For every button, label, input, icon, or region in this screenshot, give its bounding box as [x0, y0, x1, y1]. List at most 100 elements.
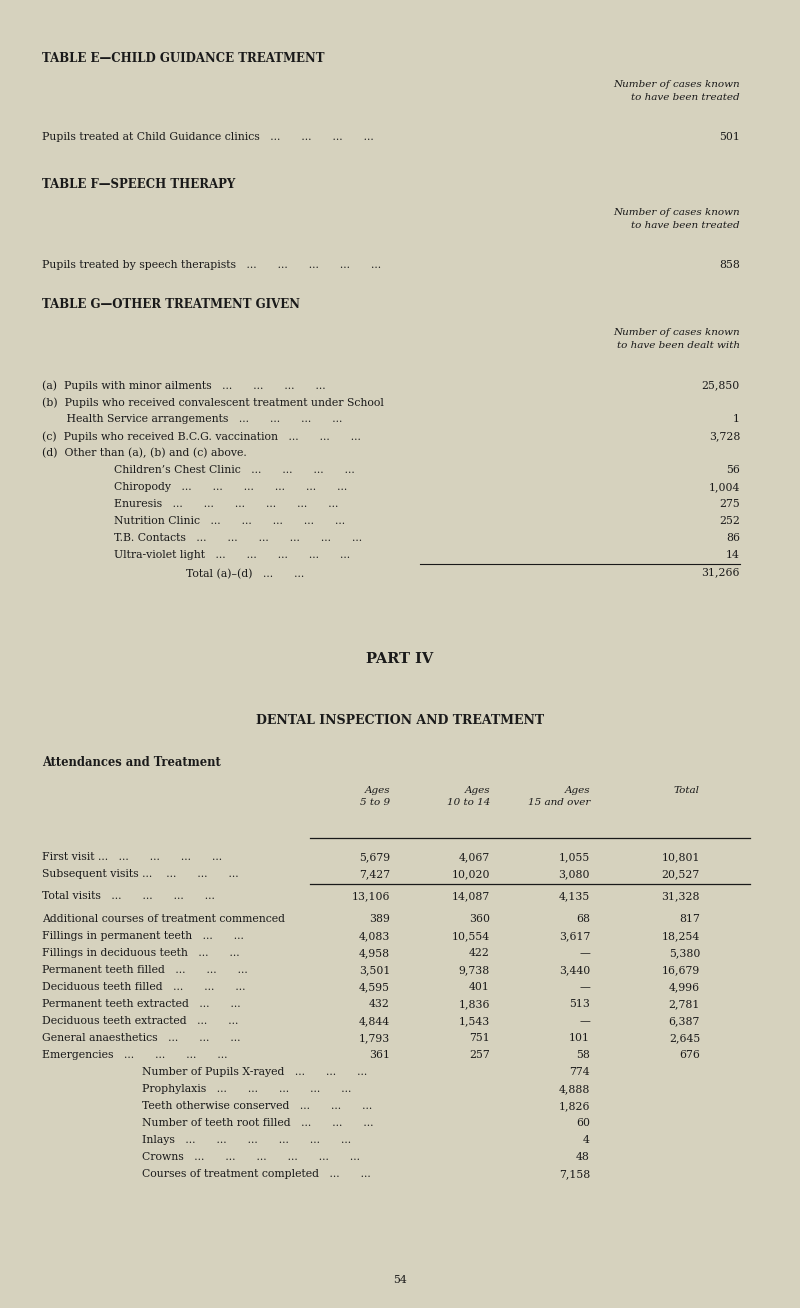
Text: 86: 86: [726, 532, 740, 543]
Text: Prophylaxis   ...      ...      ...      ...      ...: Prophylaxis ... ... ... ... ...: [142, 1084, 351, 1093]
Text: Health Service arrangements   ...      ...      ...      ...: Health Service arrangements ... ... ... …: [42, 415, 342, 424]
Text: 774: 774: [570, 1067, 590, 1076]
Text: 389: 389: [369, 914, 390, 923]
Text: —: —: [579, 982, 590, 991]
Text: T.B. Contacts   ...      ...      ...      ...      ...      ...: T.B. Contacts ... ... ... ... ... ...: [114, 532, 362, 543]
Text: 1,055: 1,055: [558, 852, 590, 862]
Text: 48: 48: [576, 1152, 590, 1162]
Text: —: —: [579, 948, 590, 957]
Text: Number of teeth root filled   ...      ...      ...: Number of teeth root filled ... ... ...: [142, 1118, 374, 1127]
Text: 4,083: 4,083: [358, 931, 390, 940]
Text: Deciduous teeth extracted   ...      ...: Deciduous teeth extracted ... ...: [42, 1016, 238, 1025]
Text: Number of cases known
to have been treated: Number of cases known to have been treat…: [614, 80, 740, 102]
Text: (c)  Pupils who received B.C.G. vaccination   ...      ...      ...: (c) Pupils who received B.C.G. vaccinati…: [42, 432, 361, 442]
Text: First visit ...   ...      ...      ...      ...: First visit ... ... ... ... ...: [42, 852, 222, 862]
Text: 60: 60: [576, 1118, 590, 1127]
Text: 676: 676: [679, 1050, 700, 1059]
Text: General anaesthetics   ...      ...      ...: General anaesthetics ... ... ...: [42, 1033, 241, 1042]
Text: 3,501: 3,501: [358, 965, 390, 974]
Text: 101: 101: [569, 1033, 590, 1042]
Text: 1,826: 1,826: [558, 1101, 590, 1110]
Text: 68: 68: [576, 914, 590, 923]
Text: 7,158: 7,158: [558, 1169, 590, 1179]
Text: 54: 54: [393, 1275, 407, 1284]
Text: Total (a)–(d)   ...      ...: Total (a)–(d) ... ...: [186, 569, 304, 579]
Text: 3,728: 3,728: [709, 432, 740, 441]
Text: 1,793: 1,793: [358, 1033, 390, 1042]
Text: Children’s Chest Clinic   ...      ...      ...      ...: Children’s Chest Clinic ... ... ... ...: [114, 466, 354, 475]
Text: Number of cases known
to have been dealt with: Number of cases known to have been dealt…: [614, 328, 740, 349]
Text: Pupils treated by speech therapists   ...      ...      ...      ...      ...: Pupils treated by speech therapists ... …: [42, 260, 381, 269]
Text: 13,106: 13,106: [351, 891, 390, 901]
Text: Fillings in permanent teeth   ...      ...: Fillings in permanent teeth ... ...: [42, 931, 244, 940]
Text: 10,020: 10,020: [451, 869, 490, 879]
Text: Total visits   ...      ...      ...      ...: Total visits ... ... ... ...: [42, 891, 215, 901]
Text: (b)  Pupils who received convalescent treatment under School: (b) Pupils who received convalescent tre…: [42, 398, 384, 408]
Text: 4,958: 4,958: [359, 948, 390, 957]
Text: 513: 513: [569, 999, 590, 1008]
Text: 18,254: 18,254: [662, 931, 700, 940]
Text: Inlays   ...      ...      ...      ...      ...      ...: Inlays ... ... ... ... ... ...: [142, 1135, 351, 1144]
Text: Pupils treated at Child Guidance clinics   ...      ...      ...      ...: Pupils treated at Child Guidance clinics…: [42, 132, 374, 143]
Text: 252: 252: [719, 515, 740, 526]
Text: 4,067: 4,067: [458, 852, 490, 862]
Text: Ages
15 and over: Ages 15 and over: [528, 786, 590, 807]
Text: 9,738: 9,738: [458, 965, 490, 974]
Text: 360: 360: [469, 914, 490, 923]
Text: 257: 257: [470, 1050, 490, 1059]
Text: Nutrition Clinic   ...      ...      ...      ...      ...: Nutrition Clinic ... ... ... ... ...: [114, 515, 345, 526]
Text: 56: 56: [726, 466, 740, 475]
Text: 422: 422: [469, 948, 490, 957]
Text: 58: 58: [576, 1050, 590, 1059]
Text: 5,380: 5,380: [669, 948, 700, 957]
Text: 14: 14: [726, 549, 740, 560]
Text: TABLE E—CHILD GUIDANCE TREATMENT: TABLE E—CHILD GUIDANCE TREATMENT: [42, 52, 325, 65]
Text: 6,387: 6,387: [669, 1016, 700, 1025]
Text: Permanent teeth filled   ...      ...      ...: Permanent teeth filled ... ... ...: [42, 965, 248, 974]
Text: 432: 432: [369, 999, 390, 1008]
Text: 817: 817: [679, 914, 700, 923]
Text: 3,617: 3,617: [558, 931, 590, 940]
Text: Ages
5 to 9: Ages 5 to 9: [360, 786, 390, 807]
Text: Total: Total: [674, 786, 700, 795]
Text: (d)  Other than (a), (b) and (c) above.: (d) Other than (a), (b) and (c) above.: [42, 449, 246, 458]
Text: 2,781: 2,781: [669, 999, 700, 1008]
Text: Ultra-violet light   ...      ...      ...      ...      ...: Ultra-violet light ... ... ... ... ...: [114, 549, 350, 560]
Text: —: —: [579, 1016, 590, 1025]
Text: 361: 361: [369, 1050, 390, 1059]
Text: Number of Pupils X-rayed   ...      ...      ...: Number of Pupils X-rayed ... ... ...: [142, 1067, 367, 1076]
Text: 275: 275: [719, 498, 740, 509]
Text: 10,554: 10,554: [452, 931, 490, 940]
Text: Emergencies   ...      ...      ...      ...: Emergencies ... ... ... ...: [42, 1050, 227, 1059]
Text: 4,888: 4,888: [558, 1084, 590, 1093]
Text: TABLE G—OTHER TREATMENT GIVEN: TABLE G—OTHER TREATMENT GIVEN: [42, 298, 300, 311]
Text: 5,679: 5,679: [359, 852, 390, 862]
Text: Attendances and Treatment: Attendances and Treatment: [42, 756, 221, 769]
Text: PART IV: PART IV: [366, 651, 434, 666]
Text: 1,836: 1,836: [458, 999, 490, 1008]
Text: 20,527: 20,527: [662, 869, 700, 879]
Text: 3,440: 3,440: [558, 965, 590, 974]
Text: 1,004: 1,004: [709, 483, 740, 492]
Text: 501: 501: [719, 132, 740, 143]
Text: 858: 858: [719, 260, 740, 269]
Text: 10,801: 10,801: [662, 852, 700, 862]
Text: Deciduous teeth filled   ...      ...      ...: Deciduous teeth filled ... ... ...: [42, 982, 246, 991]
Text: 31,266: 31,266: [702, 566, 740, 577]
Text: (a)  Pupils with minor ailments   ...      ...      ...      ...: (a) Pupils with minor ailments ... ... .…: [42, 381, 326, 391]
Text: Courses of treatment completed   ...      ...: Courses of treatment completed ... ...: [142, 1169, 370, 1179]
Text: 7,427: 7,427: [359, 869, 390, 879]
Text: Number of cases known
to have been treated: Number of cases known to have been treat…: [614, 208, 740, 229]
Text: Ages
10 to 14: Ages 10 to 14: [446, 786, 490, 807]
Text: 4,844: 4,844: [359, 1016, 390, 1025]
Text: Chiropody   ...      ...      ...      ...      ...      ...: Chiropody ... ... ... ... ... ...: [114, 483, 347, 492]
Text: 1: 1: [733, 415, 740, 424]
Text: Permanent teeth extracted   ...      ...: Permanent teeth extracted ... ...: [42, 999, 241, 1008]
Text: 3,080: 3,080: [558, 869, 590, 879]
Text: 4,595: 4,595: [359, 982, 390, 991]
Text: Subsequent visits ...    ...      ...      ...: Subsequent visits ... ... ... ...: [42, 869, 238, 879]
Text: DENTAL INSPECTION AND TREATMENT: DENTAL INSPECTION AND TREATMENT: [256, 714, 544, 727]
Text: 1,543: 1,543: [458, 1016, 490, 1025]
Text: Additional courses of treatment commenced: Additional courses of treatment commence…: [42, 914, 285, 923]
Text: 401: 401: [469, 982, 490, 991]
